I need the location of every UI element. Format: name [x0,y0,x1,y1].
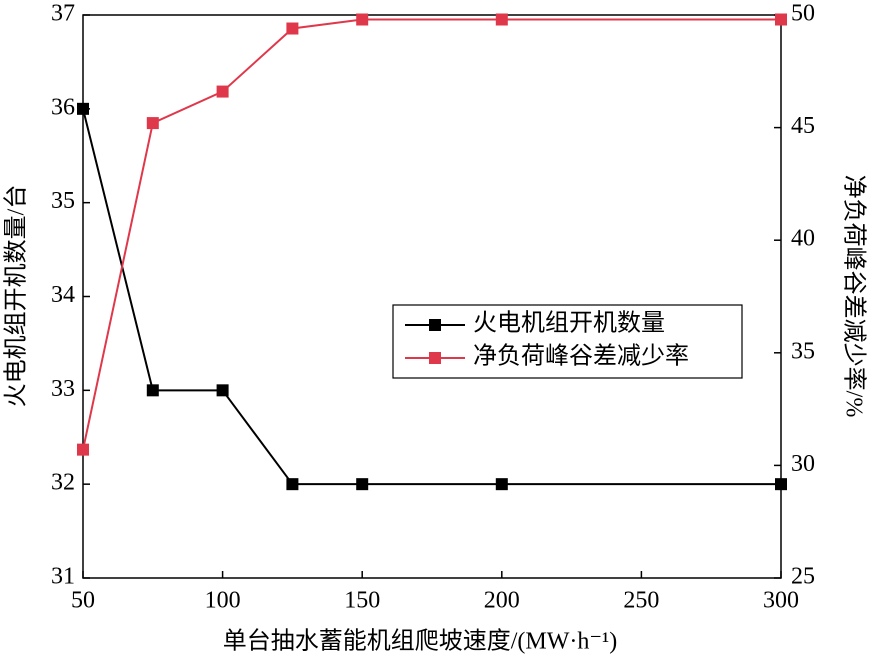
y-tick-label: 32 [51,470,75,496]
x-tick-label: 150 [344,588,380,614]
marker [77,443,89,456]
x-tick-label: 50 [71,588,95,614]
marker [775,478,787,491]
legend-marker [429,319,441,331]
y-tick-label: 31 [51,564,75,590]
marker [77,102,89,115]
x-tick-label: 300 [763,588,799,614]
x-tick-label: 200 [484,588,520,614]
legend-box [392,304,743,379]
legend-label: 火电机组开机数量 [473,310,665,337]
marker [356,13,369,26]
x-tick-label: 100 [205,588,241,614]
y2-tick-label: 45 [791,113,815,139]
marker [216,384,229,397]
y-tick-label: 34 [51,282,75,308]
marker [356,478,369,491]
y-tick-label: 37 [51,1,75,27]
series-line [82,18,781,450]
y2-tick-label: 25 [791,564,815,590]
legend-marker [429,352,441,364]
y2-tick-label: 30 [791,451,815,477]
marker [216,85,229,98]
y2-axis-label: 净负荷峰谷差减少率/% [840,175,867,418]
x-axis-label: 单台抽水蓄能机组爬坡速度/(MW·h⁻¹) [223,628,618,655]
marker [146,117,159,130]
y2-tick-label: 35 [791,338,815,364]
marker [286,22,299,35]
plot-frame [82,14,782,579]
marker [775,13,787,26]
y2-tick-label: 50 [791,1,815,27]
y-tick-label: 33 [51,376,75,402]
marker [495,478,508,491]
y-tick-label: 36 [51,94,75,120]
y2-tick-label: 40 [791,226,815,252]
marker [495,13,508,26]
marker [286,478,299,491]
marker [146,384,159,397]
x-tick-label: 250 [623,588,659,614]
y-tick-label: 35 [51,188,75,214]
series-line [82,108,781,486]
legend-label: 净负荷峰谷差减少率 [473,343,689,370]
y-axis-label: 火电机组开机数量/台 [3,185,30,408]
